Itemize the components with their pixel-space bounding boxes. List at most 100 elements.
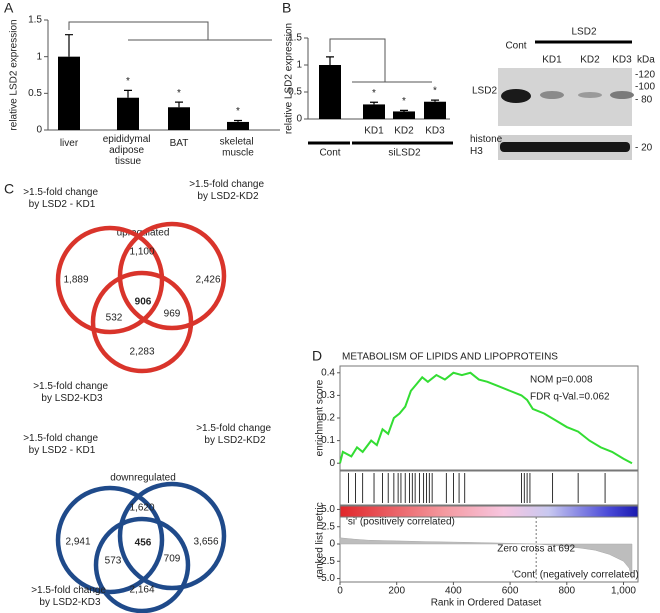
y-tick-label: 5.0 bbox=[321, 504, 335, 515]
error-bar bbox=[175, 101, 183, 108]
y-tick-label: 0.4 bbox=[321, 367, 335, 378]
x-tick-label: KD3 bbox=[425, 126, 445, 137]
positive-label: 'si' (positively correlated) bbox=[346, 517, 455, 528]
venn-count: 1,620 bbox=[129, 503, 154, 514]
bar bbox=[424, 101, 446, 119]
negative-label: 'Cont' (negatively correlated) bbox=[512, 570, 639, 581]
y-tick-label: 0.2 bbox=[321, 413, 335, 424]
blot-lane: KD2 bbox=[580, 55, 600, 66]
venn-count: 1,100 bbox=[129, 247, 154, 258]
significance: * bbox=[372, 88, 376, 99]
significance: * bbox=[177, 88, 181, 99]
y-tick-label: 0 bbox=[36, 125, 42, 136]
gsea-stat: FDR q-Val.=0.062 bbox=[530, 392, 610, 403]
blot-row: histone H3 bbox=[470, 134, 505, 157]
y-tick-label: 1.5 bbox=[28, 15, 42, 26]
venn-circle bbox=[90, 270, 194, 374]
blot-lane: KD3 bbox=[612, 55, 632, 66]
x-tick-label: 200 bbox=[388, 586, 405, 597]
venn-set-label: >1.5-fold change by LSD2-KD3 bbox=[31, 585, 109, 608]
bar bbox=[117, 97, 139, 130]
blot-marker: -120 bbox=[635, 70, 655, 81]
venn-count: 532 bbox=[106, 313, 123, 324]
gsea-title: METABOLISM OF LIPIDS AND LIPOPROTEINS bbox=[342, 352, 558, 363]
x-tick-label: skeletal muscle bbox=[220, 136, 257, 158]
y-tick-label: 0 bbox=[329, 539, 335, 550]
zero-cross-label: Zero cross at 692 bbox=[497, 544, 575, 555]
bar bbox=[319, 65, 341, 119]
y-tick-label: 0.3 bbox=[321, 390, 335, 401]
venn-count: 573 bbox=[105, 556, 122, 567]
x-tick-label: 1,000 bbox=[611, 586, 636, 597]
venn-count: 2,941 bbox=[65, 537, 90, 548]
venn-circle bbox=[55, 485, 165, 595]
group-label: siLSD2 bbox=[388, 148, 421, 159]
gsea-stat: NOM p=0.008 bbox=[530, 375, 593, 386]
venn-count: 2,164 bbox=[129, 585, 154, 596]
blot-unit: kDa bbox=[637, 55, 655, 66]
bar bbox=[393, 111, 415, 119]
venn-circle bbox=[93, 516, 191, 613]
error-bar bbox=[400, 109, 408, 112]
x-tick-label: liver bbox=[60, 138, 79, 149]
error-bar bbox=[431, 99, 439, 102]
significance: * bbox=[126, 76, 130, 87]
venn-count: 456 bbox=[135, 538, 152, 549]
significance: * bbox=[433, 86, 437, 97]
venn-count: 2,283 bbox=[129, 347, 154, 358]
x-tick-label: BAT bbox=[170, 138, 189, 149]
error-bar bbox=[65, 34, 73, 57]
venn-count: 709 bbox=[164, 554, 181, 565]
error-bar bbox=[234, 119, 242, 122]
venn-circle bbox=[55, 225, 165, 335]
y-axis-label: enrichment score bbox=[315, 379, 326, 456]
y-axis-label: relative LSD2 expression bbox=[9, 19, 20, 130]
significance-bracket bbox=[329, 38, 432, 83]
y-tick-label: 2.5 bbox=[321, 521, 335, 532]
panel-label: D bbox=[312, 348, 322, 364]
venn-title: downregulated bbox=[110, 473, 176, 484]
significance: * bbox=[236, 106, 240, 117]
error-bar bbox=[124, 89, 132, 98]
y-tick-label: 1 bbox=[296, 60, 302, 71]
plot-frame bbox=[339, 470, 639, 506]
y-tick-label: 0.1 bbox=[321, 435, 335, 446]
x-tick-label: 800 bbox=[558, 586, 575, 597]
x-tick-label: Cont bbox=[319, 148, 340, 159]
error-bar bbox=[370, 101, 378, 105]
venn-set-label: >1.5-fold change by LSD2-KD2 bbox=[189, 179, 267, 202]
venn-count: 906 bbox=[135, 297, 152, 308]
venn-set-label: >1.5-fold change by LSD2 - KD1 bbox=[23, 187, 101, 210]
error-bar bbox=[326, 56, 334, 65]
blot-lane: Cont bbox=[505, 41, 526, 52]
y-axis-label: relative LSD2 expression bbox=[284, 23, 295, 134]
panel-label: A bbox=[4, 0, 14, 16]
y-axis-label: ranked list metric bbox=[315, 502, 326, 578]
venn-set-label: >1.5-fold change by LSD2-KD3 bbox=[33, 381, 111, 404]
bar bbox=[168, 107, 190, 130]
x-tick-label: 400 bbox=[445, 586, 462, 597]
enrichment-line bbox=[339, 371, 633, 465]
venn-set-label: >1.5-fold change by LSD2-KD2 bbox=[196, 423, 274, 446]
y-tick-label: 0.5 bbox=[28, 88, 42, 99]
venn-count: 1,889 bbox=[63, 275, 88, 286]
blot-marker: -100 bbox=[635, 82, 655, 93]
x-tick-label: 600 bbox=[502, 586, 519, 597]
venn-set-label: >1.5-fold change by LSD2 - KD1 bbox=[23, 433, 101, 456]
blot-row: LSD2 bbox=[472, 86, 497, 97]
bar bbox=[363, 104, 385, 119]
blot-group: LSD2 bbox=[571, 27, 596, 38]
panel-label: C bbox=[4, 181, 14, 197]
y-tick-label: 0 bbox=[296, 114, 302, 125]
blot-marker: - 20 bbox=[635, 143, 653, 154]
panel-label: B bbox=[282, 0, 291, 16]
x-axis-label: Rank in Ordered Dataset bbox=[431, 598, 542, 609]
venn-count: 3,656 bbox=[193, 537, 218, 548]
y-tick-label: 1.5 bbox=[288, 33, 302, 44]
color-bar bbox=[339, 505, 639, 518]
x-tick-label: epididymal adipose tissue bbox=[103, 134, 154, 167]
blot-marker: - 80 bbox=[635, 95, 653, 106]
x-tick-label: KD2 bbox=[394, 126, 414, 137]
venn-circle bbox=[117, 481, 227, 591]
